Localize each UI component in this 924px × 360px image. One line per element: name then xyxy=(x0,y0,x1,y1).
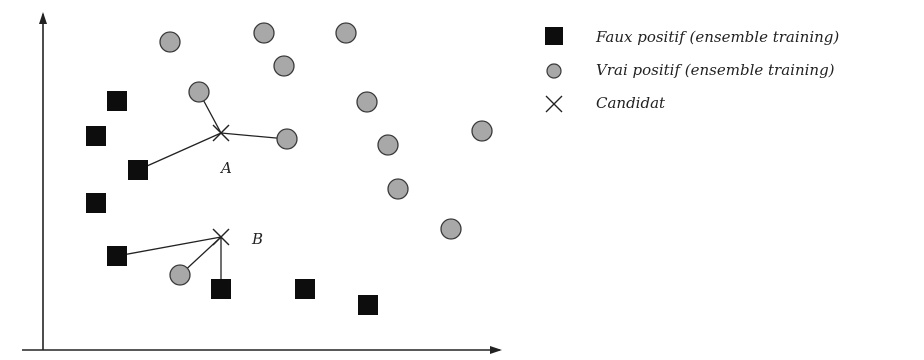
true-positive-point xyxy=(471,120,493,142)
neighbor-link xyxy=(220,132,288,140)
legend-cross-symbol xyxy=(545,95,563,113)
legend-label-false-positive: Faux positif (ensemble training) xyxy=(595,28,839,46)
true-positive-point xyxy=(169,264,191,286)
axes xyxy=(22,12,502,354)
legend: Faux positif (ensemble training) Vrai po… xyxy=(545,27,839,113)
true-positive-point xyxy=(356,91,378,113)
legend-label-candidate: Candidat xyxy=(596,94,666,112)
false-positive-point xyxy=(295,279,315,299)
true-positive-point xyxy=(440,218,462,240)
candidate-label-a: A xyxy=(219,159,232,177)
true-positive-point xyxy=(276,128,298,150)
neighbor-lines xyxy=(116,91,288,289)
true-positive-point xyxy=(273,55,295,77)
legend-square-symbol xyxy=(545,27,563,45)
false-positive-points xyxy=(86,91,378,315)
false-positive-point xyxy=(86,126,106,146)
candidate-points xyxy=(212,124,230,246)
neighbor-link xyxy=(116,236,222,257)
false-positive-point xyxy=(211,279,231,299)
candidate-labels: A B xyxy=(219,159,263,248)
false-positive-point xyxy=(86,193,106,213)
true-positive-point xyxy=(159,31,181,53)
true-positive-point xyxy=(377,134,399,156)
legend-circle-symbol xyxy=(546,63,562,79)
legend-label-true-positive: Vrai positif (ensemble training) xyxy=(596,61,835,79)
false-positive-point xyxy=(128,160,148,180)
candidate-cross-a xyxy=(212,124,230,142)
true-positive-point xyxy=(387,178,409,200)
candidate-label-b: B xyxy=(251,230,263,248)
false-positive-point xyxy=(107,246,127,266)
false-positive-point xyxy=(358,295,378,315)
false-positive-point xyxy=(107,91,127,111)
true-positive-point xyxy=(335,22,357,44)
candidate-cross-b xyxy=(212,228,230,246)
neighbor-link xyxy=(137,132,222,171)
true-positive-point xyxy=(253,22,275,44)
true-positive-point xyxy=(188,81,210,103)
true-positive-points xyxy=(159,22,493,286)
